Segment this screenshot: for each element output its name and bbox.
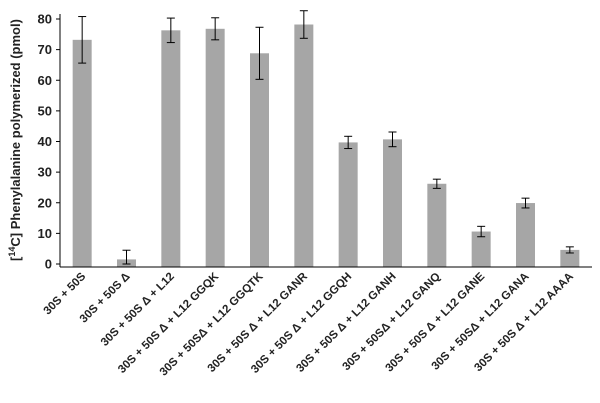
y-tick-label: 0 — [45, 257, 52, 272]
bar — [516, 203, 535, 267]
bar — [560, 249, 580, 267]
y-tick-label: 80 — [38, 12, 52, 27]
bars-group — [72, 24, 580, 268]
bar — [294, 24, 314, 268]
y-tick-label: 10 — [38, 226, 52, 241]
bar — [471, 231, 491, 267]
bar — [427, 183, 447, 267]
bar — [72, 39, 92, 268]
y-tick-labels: 0 10 20 30 40 50 60 70 80 — [38, 12, 52, 272]
y-tick-label: 40 — [38, 134, 52, 149]
x-category-label: 30S + 50S Δ + L12 — [99, 271, 177, 349]
error-bars-group — [78, 10, 574, 265]
y-axis-title: [14C] Phenylalanine polymerized (pmol) — [7, 19, 23, 261]
bar — [338, 142, 358, 267]
axes-group — [56, 14, 592, 268]
x-category-label: 30S + 50S — [42, 270, 89, 317]
y-tick-label: 50 — [38, 103, 52, 118]
bar — [383, 139, 402, 267]
y-tick-label: 70 — [38, 42, 52, 57]
bar — [161, 30, 181, 267]
y-axis-title-text: [14C] Phenylalanine polymerized (pmol) — [7, 19, 23, 261]
bar — [250, 53, 269, 267]
bar — [205, 28, 225, 267]
y-tick-label: 20 — [38, 195, 52, 210]
y-tick-label: 60 — [38, 73, 52, 88]
y-tick-label: 30 — [38, 165, 52, 180]
